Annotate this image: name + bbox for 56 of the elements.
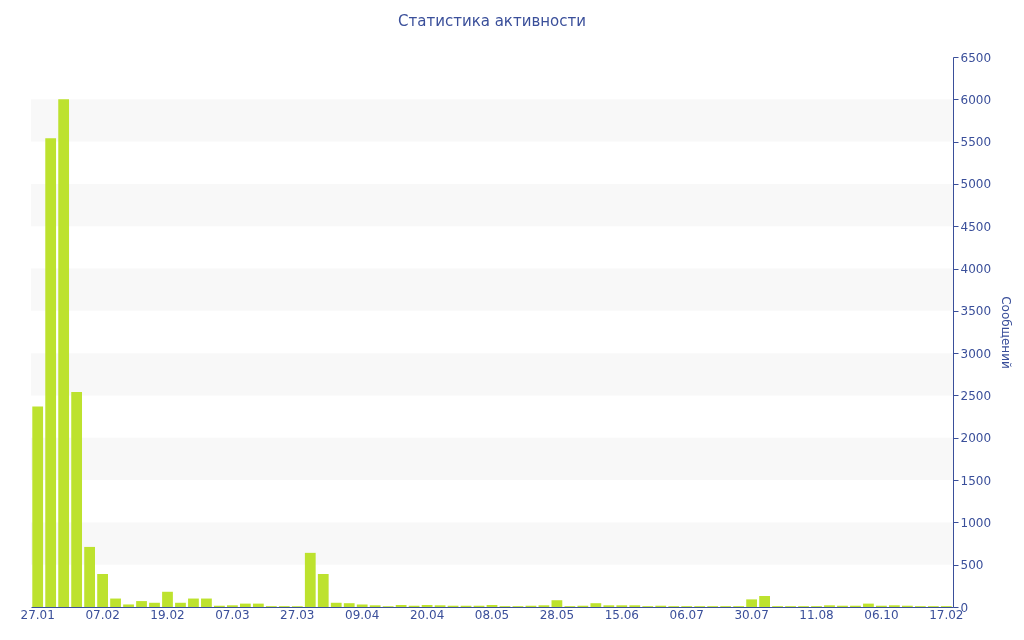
x-tick-label: 07.03 <box>215 607 250 622</box>
bar <box>759 596 770 607</box>
x-tick-label: 30.07 <box>734 607 769 622</box>
y-tick-label: 5000 <box>960 177 992 192</box>
bar <box>84 546 95 607</box>
bar <box>356 604 368 607</box>
x-tick-label: 15.06 <box>604 607 639 622</box>
y-tick-label: 5500 <box>960 135 992 150</box>
y-tick-label: 2500 <box>960 388 992 403</box>
bar <box>71 392 83 607</box>
y-tick-label: 500 <box>960 558 984 573</box>
chart-title: Статистика активности <box>398 12 586 30</box>
bar <box>97 574 108 607</box>
bar <box>304 552 316 607</box>
x-tick-label: 27.01 <box>20 607 55 622</box>
bar <box>746 599 757 607</box>
x-tick-label: 06.07 <box>669 607 704 622</box>
x-tick-label: 11.08 <box>799 607 834 622</box>
x-tick-label: 20.04 <box>409 607 445 622</box>
x-tick-label: 09.04 <box>345 607 380 622</box>
bar <box>149 602 160 607</box>
bar <box>201 598 212 607</box>
bar <box>175 602 186 607</box>
bar <box>32 406 44 607</box>
y-tick-label: 2000 <box>960 431 992 446</box>
bar <box>45 138 57 607</box>
bar <box>239 603 251 607</box>
bar <box>123 604 134 607</box>
bar <box>395 604 407 607</box>
bar <box>590 603 602 607</box>
y-tick-label: 4500 <box>960 219 992 234</box>
bar <box>58 99 70 607</box>
x-tick-label: 27.03 <box>280 607 315 622</box>
y-tick-label: 1000 <box>960 515 992 530</box>
bar <box>330 602 342 607</box>
y-tick-label: 1500 <box>960 473 992 488</box>
y-tick-label: 4000 <box>960 262 992 277</box>
bar <box>317 574 329 607</box>
bar <box>252 603 264 607</box>
bar <box>110 598 121 607</box>
y-tick-label: 6500 <box>960 50 992 65</box>
x-tick-label: 19.02 <box>150 607 185 622</box>
x-tick-label: 06.10 <box>864 607 899 622</box>
bar <box>343 603 355 607</box>
x-tick-label: 08.05 <box>474 607 510 622</box>
bar <box>136 601 147 607</box>
y-tick-label: 6000 <box>960 92 992 107</box>
x-tick-label: 28.05 <box>539 607 575 622</box>
x-tick-label: 07.02 <box>85 607 120 622</box>
y-tick-label: 3000 <box>960 346 992 361</box>
y-axis-title: Сообщений <box>999 296 1014 369</box>
bar <box>162 591 173 607</box>
y-tick-label: 3500 <box>960 304 992 319</box>
bar <box>863 603 874 607</box>
bar <box>188 598 199 607</box>
bar <box>551 600 563 607</box>
